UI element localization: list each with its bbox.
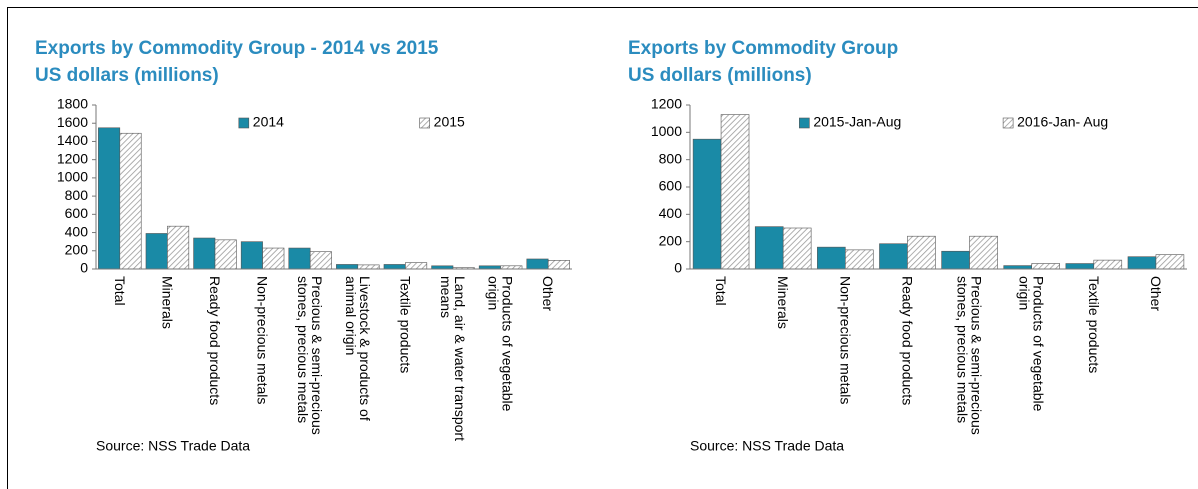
bar — [1031, 263, 1060, 270]
bar — [526, 258, 549, 270]
bar — [941, 250, 970, 270]
y-tick-label: 200 — [659, 232, 683, 248]
x-tick-label: Textile products — [1085, 276, 1102, 374]
bar — [907, 235, 936, 270]
bar — [193, 237, 216, 270]
x-tick-label: Total — [111, 276, 128, 306]
y-tick-label: 1600 — [57, 114, 88, 130]
legend-label: 2015-Jan-Aug — [813, 114, 901, 130]
y-tick-label: 1200 — [57, 150, 88, 166]
bar — [119, 132, 142, 270]
y-tick-label: 1400 — [57, 132, 88, 148]
x-tick-label: Ready food products — [207, 276, 223, 406]
bar — [1155, 254, 1185, 270]
bar — [240, 241, 263, 270]
x-tick-label: Other — [1147, 276, 1164, 312]
y-tick-label: 800 — [65, 187, 89, 203]
x-tick-label: Ready food products — [899, 276, 916, 406]
bar — [167, 225, 190, 270]
bar — [845, 249, 874, 270]
x-tick-label: Precious & semi-precious stones, preciou… — [954, 276, 985, 435]
legend-swatch — [799, 117, 810, 129]
legend-swatch — [419, 117, 430, 129]
bar — [309, 251, 332, 270]
legend-label: 2016-Jan- Aug — [1017, 114, 1108, 130]
x-tick-label: Products of vegetable origin — [1016, 276, 1047, 412]
x-tick-label: Total — [713, 276, 730, 306]
y-tick-label: 0 — [80, 260, 88, 276]
bar — [145, 233, 168, 270]
bar — [336, 264, 359, 270]
chart-title: Exports by Commodity Group - 2014 vs 201… — [35, 38, 439, 59]
chart-subtitle: US dollars (millions) — [628, 65, 812, 86]
frame — [7, 7, 1198, 489]
x-tick-label: Land, air & water transport means — [438, 276, 468, 441]
y-tick-label: 1000 — [651, 123, 682, 139]
bar — [969, 235, 998, 270]
source-note: Source: NSS Trade Data — [690, 438, 844, 454]
bar — [754, 226, 784, 270]
chart-subtitle: US dollars (millions) — [35, 65, 219, 86]
bar — [720, 114, 750, 270]
bar — [1093, 259, 1123, 270]
bar — [817, 246, 846, 270]
bar — [782, 227, 812, 270]
bar — [98, 127, 121, 270]
x-tick-label: Non-precious metals — [254, 276, 271, 405]
x-tick-label: Products of vegetable origin — [485, 276, 516, 412]
y-tick-label: 600 — [65, 205, 89, 221]
x-tick-label: Non-precious metals — [837, 276, 854, 405]
x-tick-label: Other — [540, 276, 557, 312]
bar — [214, 239, 237, 270]
y-tick-label: 1800 — [57, 96, 88, 112]
y-tick-label: 1200 — [651, 96, 682, 112]
legend-swatch — [1002, 117, 1014, 129]
y-tick-label: 800 — [659, 150, 683, 166]
y-tick-label: 600 — [659, 178, 683, 194]
bar — [288, 247, 311, 270]
y-tick-label: 1000 — [57, 169, 88, 185]
x-tick-label: Livestock & products of animal origin — [342, 276, 373, 421]
bar — [405, 262, 428, 270]
bar — [547, 260, 570, 270]
bar — [1003, 265, 1032, 270]
source-note: Source: NSS Trade Data — [96, 438, 250, 454]
bar — [1127, 256, 1157, 270]
chart-title: Exports by Commodity Group — [628, 38, 898, 59]
y-tick-label: 400 — [659, 205, 683, 221]
x-tick-label: Minerals — [159, 276, 176, 329]
bar — [262, 247, 285, 270]
y-tick-label: 200 — [65, 241, 89, 257]
x-tick-label: Textile products — [397, 276, 414, 374]
bar — [879, 243, 908, 270]
legend-label: 2015 — [434, 114, 465, 130]
bar — [357, 264, 380, 270]
x-tick-label: Minerals — [775, 276, 792, 329]
bar — [383, 264, 406, 270]
y-tick-label: 400 — [65, 223, 89, 239]
x-tick-label: Precious & semi-precious stones, preciou… — [295, 276, 326, 435]
bar — [692, 138, 722, 270]
legend-swatch — [238, 117, 250, 129]
bar — [1065, 263, 1095, 270]
y-tick-label: 0 — [674, 260, 682, 276]
legend-label: 2014 — [253, 114, 284, 130]
